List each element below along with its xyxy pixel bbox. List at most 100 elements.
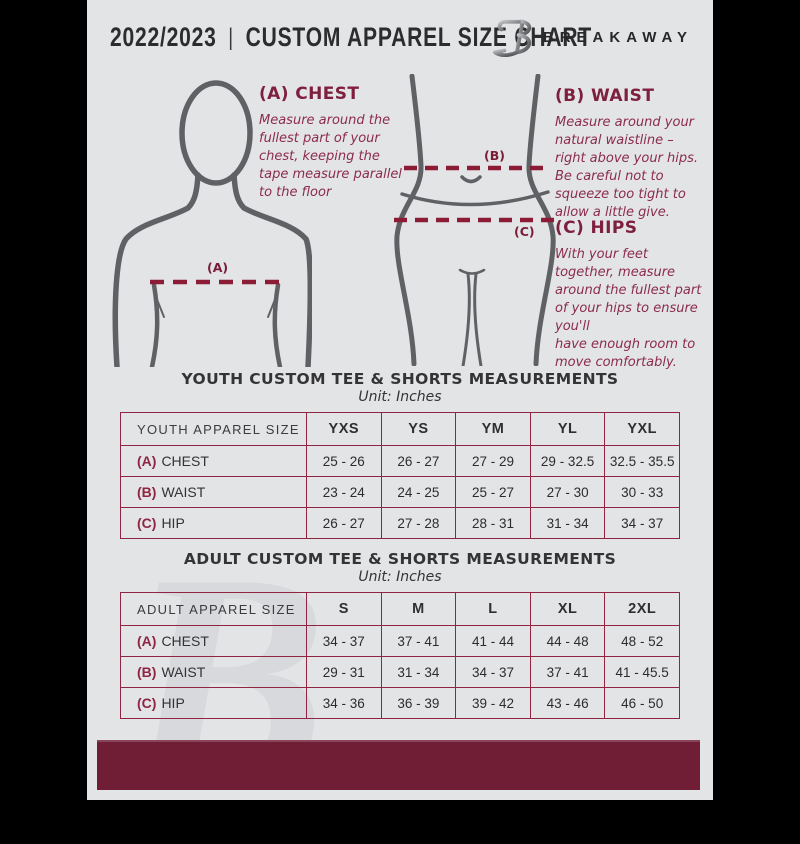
adult-waist-2xl: 41 - 45.5 bbox=[604, 656, 680, 688]
hip-curve-line bbox=[400, 190, 550, 207]
row-name: CHEST bbox=[161, 633, 209, 649]
hips-guide-text: With your feet together, measure around … bbox=[555, 247, 702, 370]
adult-hip-m: 36 - 39 bbox=[380, 687, 457, 719]
youth-size-column-header: YOUTH APPAREL SIZE bbox=[120, 412, 307, 446]
size-l-header: L bbox=[455, 592, 531, 626]
size-ys-header: YS bbox=[380, 412, 457, 446]
table-row: (B) WAIST 29 - 31 31 - 34 34 - 37 37 - 41… bbox=[120, 656, 680, 688]
row-key: (A) bbox=[137, 453, 157, 469]
header-title-group: 2022/2023 | CUSTOM APPAREL SIZE CHART bbox=[110, 22, 592, 53]
row-key: (B) bbox=[137, 664, 157, 680]
chest-marker-label: (A) bbox=[207, 260, 228, 275]
hips-guide-heading: (C) HIPS bbox=[555, 218, 638, 238]
adult-waist-l: 34 - 37 bbox=[455, 656, 531, 688]
size-xl-header: XL bbox=[529, 592, 606, 626]
size-s-header: S bbox=[306, 592, 382, 626]
youth-hip-yxs: 26 - 27 bbox=[306, 507, 382, 539]
adult-chest-2xl: 48 - 52 bbox=[604, 625, 680, 657]
table-row: (A) CHEST 25 - 26 26 - 27 27 - 29 29 - 32… bbox=[120, 445, 680, 477]
torso-illustration: (A) bbox=[112, 80, 312, 367]
adult-hip-row-label: (C) HIP bbox=[120, 687, 307, 719]
adult-table-title: ADULT CUSTOM TEE & SHORTS MEASUREMENTS bbox=[183, 550, 617, 568]
size-yl-header: YL bbox=[529, 412, 606, 446]
table-row: (C) HIP 34 - 36 36 - 39 39 - 42 43 - 46 4… bbox=[120, 687, 680, 719]
youth-waist-yxl: 30 - 33 bbox=[604, 476, 680, 508]
page-title: CUSTOM APPAREL SIZE CHART bbox=[245, 22, 592, 52]
adult-size-column-header: ADULT APPAREL SIZE bbox=[120, 592, 307, 626]
youth-header-row: YOUTH APPAREL SIZE YXS YS YM YL YXL bbox=[120, 412, 680, 446]
waist-guide-heading: (B) WAIST bbox=[555, 86, 655, 106]
table-row: (C) HIP 26 - 27 27 - 28 28 - 31 31 - 34 3… bbox=[120, 507, 680, 539]
adult-hip-xl: 43 - 46 bbox=[529, 687, 606, 719]
adult-chest-xl: 44 - 48 bbox=[529, 625, 606, 657]
youth-chest-yxl: 32.5 - 35.5 bbox=[604, 445, 680, 477]
size-yxs-header: YXS bbox=[306, 412, 382, 446]
adult-chest-l: 41 - 44 bbox=[455, 625, 531, 657]
right-inner-arm-line bbox=[272, 282, 283, 367]
size-ym-header: YM bbox=[455, 412, 531, 446]
adult-waist-row-label: (B) WAIST bbox=[120, 656, 307, 688]
youth-table-title: YOUTH CUSTOM TEE & SHORTS MEASUREMENTS bbox=[181, 370, 619, 388]
row-key: (B) bbox=[137, 484, 157, 500]
row-key: (C) bbox=[137, 695, 157, 711]
adult-chest-m: 37 - 41 bbox=[380, 625, 457, 657]
youth-waist-row-label: (B) WAIST bbox=[120, 476, 307, 508]
header-divider: | bbox=[228, 23, 234, 51]
adult-table-unit: Unit: Inches bbox=[358, 569, 442, 585]
hips-marker-label: (C) bbox=[514, 224, 535, 239]
head-outline bbox=[179, 80, 253, 186]
size-2xl-header: 2XL bbox=[604, 592, 680, 626]
row-key: (C) bbox=[137, 515, 157, 531]
logo-lower-bowl bbox=[514, 33, 531, 55]
right-armpit-notch bbox=[267, 296, 277, 318]
youth-hip-ys: 27 - 28 bbox=[380, 507, 457, 539]
table-row: (A) CHEST 34 - 37 37 - 41 41 - 44 44 - 48… bbox=[120, 625, 680, 657]
chest-guide-heading: (A) CHEST bbox=[259, 84, 360, 104]
row-name: HIP bbox=[161, 695, 185, 711]
youth-size-table: YOUTH APPAREL SIZE YXS YS YM YL YXL (A) C… bbox=[120, 412, 680, 539]
youth-hip-yl: 31 - 34 bbox=[529, 507, 606, 539]
adult-header-row: ADULT APPAREL SIZE S M L XL 2XL bbox=[120, 592, 680, 626]
table-row: (B) WAIST 23 - 24 24 - 25 25 - 27 27 - 30… bbox=[120, 476, 680, 508]
header-year: 2022/2023 bbox=[110, 22, 217, 52]
adult-chest-row-label: (A) CHEST bbox=[120, 625, 307, 657]
page-header: 2022/2023 | CUSTOM APPAREL SIZE CHART bbox=[87, 0, 713, 74]
right-body-side-line bbox=[526, 74, 556, 366]
adult-hip-l: 39 - 42 bbox=[455, 687, 531, 719]
row-name: WAIST bbox=[161, 484, 206, 500]
left-inner-arm-line bbox=[149, 282, 160, 367]
logo-swoosh bbox=[492, 48, 519, 58]
adult-hip-s: 34 - 36 bbox=[306, 687, 382, 719]
waist-marker-label: (B) bbox=[484, 148, 505, 163]
left-armpit-notch bbox=[155, 296, 165, 318]
waist-hips-illustration: (B) (C) bbox=[394, 74, 556, 366]
hips-guide-block: (C) HIPS With your feet together, measur… bbox=[555, 218, 713, 372]
adult-chest-s: 34 - 37 bbox=[306, 625, 382, 657]
size-m-header: M bbox=[380, 592, 457, 626]
youth-waist-ym: 25 - 27 bbox=[455, 476, 531, 508]
breakaway-b-logo-icon bbox=[492, 19, 531, 58]
adult-waist-s: 29 - 31 bbox=[306, 656, 382, 688]
youth-hip-ym: 28 - 31 bbox=[455, 507, 531, 539]
left-body-side-line bbox=[394, 74, 424, 366]
row-name: HIP bbox=[161, 515, 185, 531]
youth-waist-yl: 27 - 30 bbox=[529, 476, 606, 508]
youth-chest-ym: 27 - 29 bbox=[455, 445, 531, 477]
navel-arc bbox=[460, 175, 482, 184]
youth-waist-yxs: 23 - 24 bbox=[306, 476, 382, 508]
chest-guide-text: Measure around the fullest part of your … bbox=[259, 113, 402, 200]
adult-waist-m: 31 - 34 bbox=[380, 656, 457, 688]
logo-top-stroke bbox=[497, 19, 525, 32]
waist-guide-text: Measure around your natural waistline – … bbox=[555, 115, 699, 220]
crotch-arc bbox=[458, 268, 486, 275]
chest-guide-block: (A) CHEST Measure around the fullest par… bbox=[259, 84, 439, 202]
youth-chest-ys: 26 - 27 bbox=[380, 445, 457, 477]
right-inner-leg-line bbox=[473, 272, 483, 366]
adult-hip-2xl: 46 - 50 bbox=[604, 687, 680, 719]
youth-table-unit: Unit: Inches bbox=[358, 389, 442, 405]
row-name: WAIST bbox=[161, 664, 206, 680]
waist-guide-block: (B) WAIST Measure around your natural wa… bbox=[555, 86, 707, 222]
youth-hip-row-label: (C) HIP bbox=[120, 507, 307, 539]
size-yxl-header: YXL bbox=[604, 412, 680, 446]
left-shoulder-arm-line bbox=[112, 172, 201, 367]
